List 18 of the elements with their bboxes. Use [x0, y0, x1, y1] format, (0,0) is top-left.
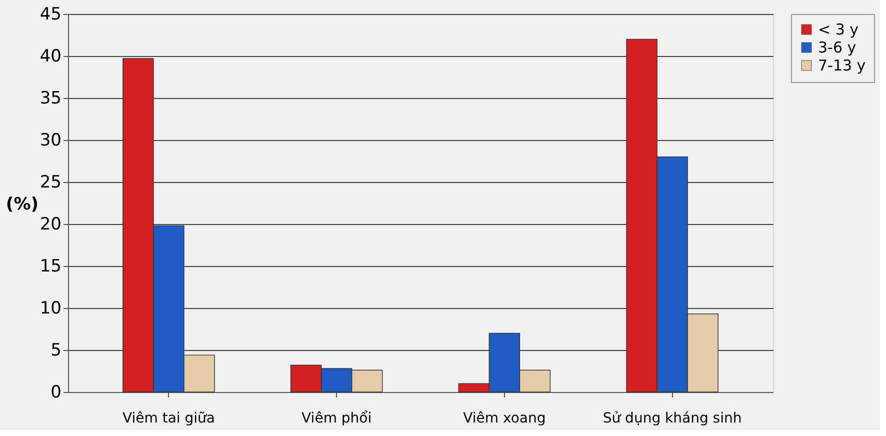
y-tick-label: 10 [40, 298, 62, 318]
x-tick-label: Viêm phổi [302, 410, 372, 426]
legend-label: < 3 y [818, 20, 859, 38]
y-tick-label: 40 [40, 46, 62, 66]
x-tick-label: Viêm tai giữa [122, 410, 215, 426]
y-tick-label: 5 [50, 340, 62, 360]
y-tick-label: 35 [40, 88, 62, 108]
y-tick-label: 20 [40, 214, 62, 234]
x-tick-label: Viêm xoang [463, 410, 546, 426]
legend-label: 3-6 y [818, 38, 856, 56]
y-tick-label: 25 [40, 172, 62, 192]
x-tick-label: Sử dụng kháng sinh [602, 410, 742, 426]
y-tick-label: 45 [40, 4, 62, 24]
y-axis-title: (%) [6, 194, 38, 214]
legend-label: 7-13 y [818, 56, 866, 74]
y-tick-label: 30 [40, 130, 62, 150]
y-tick-label: 0 [50, 382, 62, 402]
y-tick-label: 15 [40, 256, 62, 276]
